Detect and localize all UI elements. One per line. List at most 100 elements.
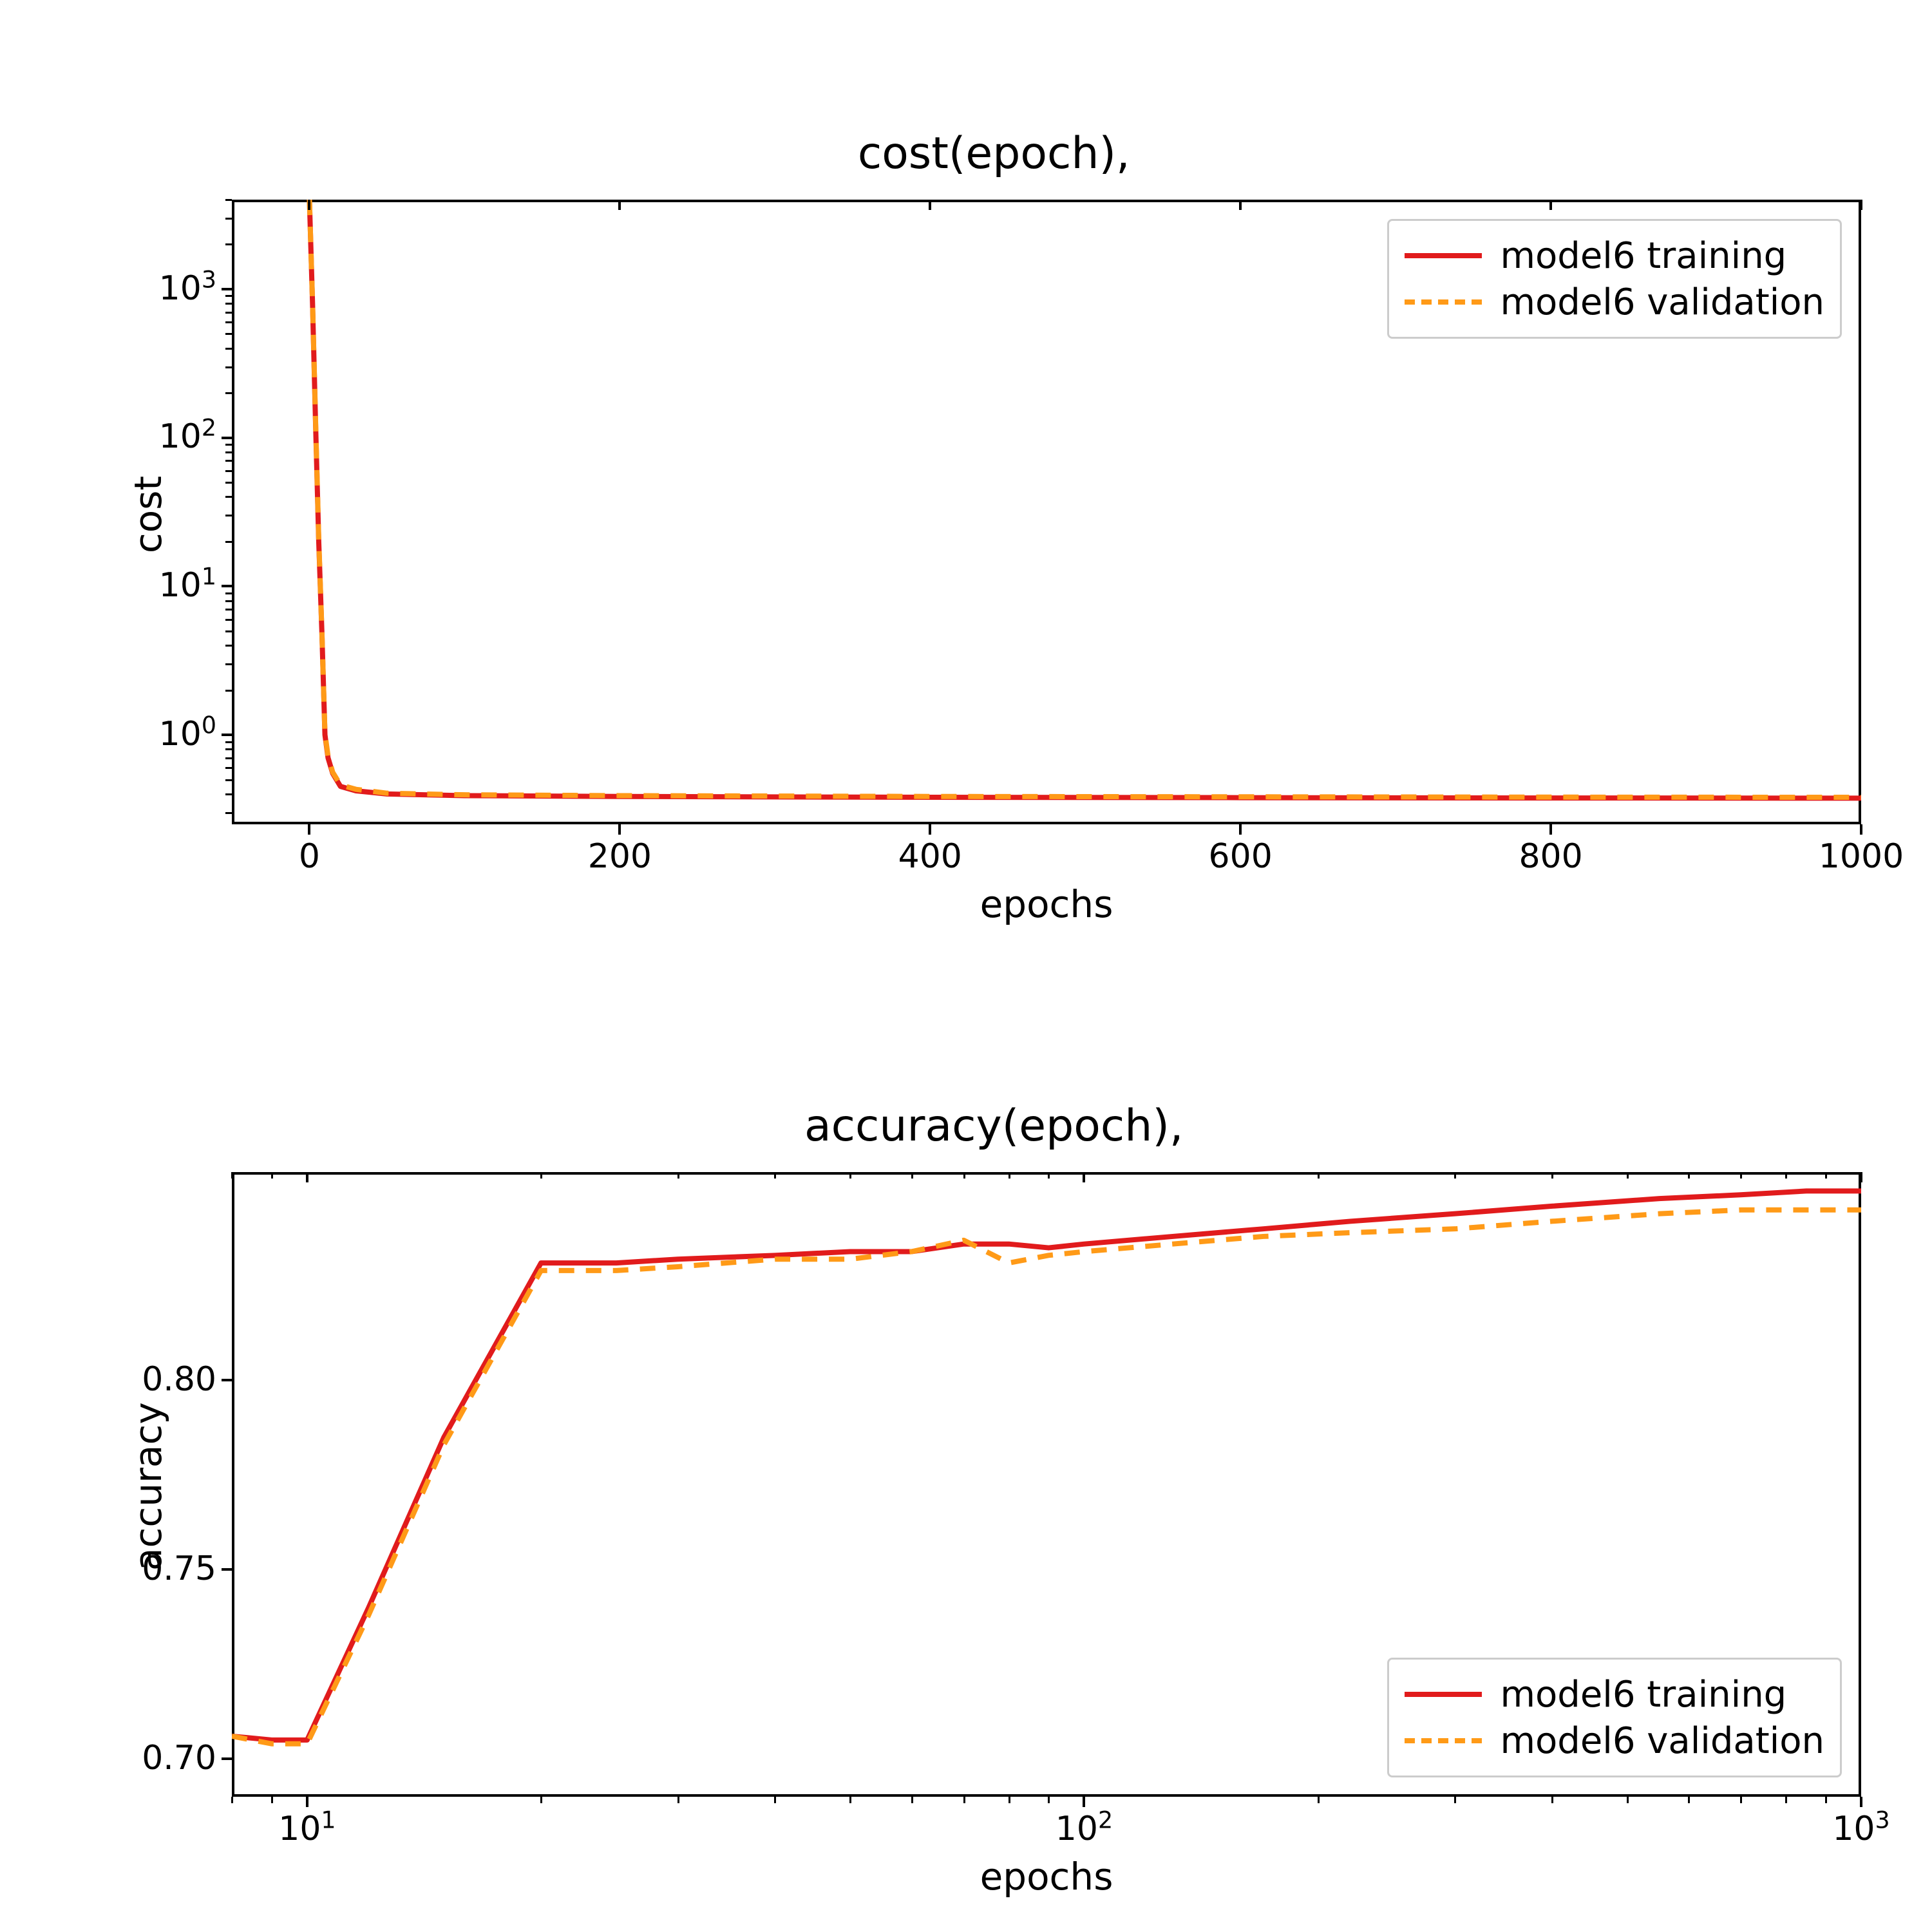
ytick-mark: [222, 288, 232, 290]
xtick-minor: [1551, 1797, 1553, 1803]
legend-label: model6 training: [1500, 1674, 1786, 1716]
ytick-minor: [225, 630, 232, 632]
xtick-mark: [1083, 1797, 1085, 1807]
xtick-label: 800: [1499, 837, 1602, 876]
xtick-label: 102: [1032, 1810, 1135, 1848]
xtick-mark-top: [1083, 1172, 1085, 1182]
ytick-minor: [225, 793, 232, 795]
xtick-minor: [1627, 1172, 1629, 1179]
legend-label: model6 validation: [1500, 1720, 1824, 1762]
figure: cost(epoch), batch_size=64, epochs=1000 …: [0, 0, 1932, 1932]
ytick-minor: [225, 748, 232, 750]
ytick-mark: [222, 1379, 232, 1381]
ytick-minor: [225, 444, 232, 446]
ytick-minor: [225, 812, 232, 814]
ytick-label: 0.75: [142, 1549, 216, 1588]
legend-swatch: [1405, 1738, 1482, 1743]
xtick-minor: [774, 1172, 776, 1179]
xtick-minor: [231, 1172, 233, 1179]
ytick-minor: [225, 496, 232, 498]
ytick-minor: [225, 366, 232, 368]
ytick-mark: [222, 437, 232, 439]
ytick-label: 0.80: [142, 1360, 216, 1399]
ytick-minor: [225, 619, 232, 621]
xtick-minor: [1688, 1172, 1690, 1179]
xtick-mark: [929, 824, 931, 835]
xtick-mark-top: [1239, 200, 1242, 210]
ytick-minor: [225, 663, 232, 665]
ytick-minor: [225, 515, 232, 516]
xtick-minor: [1785, 1172, 1787, 1179]
ytick-minor: [225, 392, 232, 394]
xtick-minor: [849, 1797, 851, 1803]
legend-entry: model6 training: [1405, 1671, 1824, 1718]
xtick-label: 200: [568, 837, 671, 876]
ytick-label: 103: [159, 269, 216, 308]
panel2-xlabel: epochs: [232, 1855, 1861, 1899]
ytick-minor: [225, 451, 232, 453]
xtick-label: 101: [256, 1810, 359, 1848]
xtick-minor: [677, 1797, 679, 1803]
xtick-minor: [540, 1797, 542, 1803]
ytick-minor: [225, 690, 232, 692]
ytick-minor: [225, 295, 232, 297]
ytick-minor: [225, 243, 232, 245]
xtick-minor: [1740, 1797, 1742, 1803]
xtick-minor: [1454, 1797, 1456, 1803]
ytick-label: 0.70: [142, 1739, 216, 1777]
xtick-minor: [1785, 1797, 1787, 1803]
ytick-mark: [222, 1757, 232, 1760]
ytick-minor: [225, 312, 232, 314]
legend-entry: model6 validation: [1405, 1718, 1824, 1764]
xtick-minor: [271, 1172, 273, 1179]
ytick-minor: [225, 645, 232, 647]
ytick-minor: [225, 218, 232, 220]
xtick-minor: [1688, 1797, 1690, 1803]
ytick-minor: [225, 592, 232, 594]
xtick-minor: [1009, 1172, 1010, 1179]
ytick-minor: [225, 757, 232, 759]
xtick-minor: [271, 1797, 273, 1803]
ytick-minor: [225, 600, 232, 602]
xtick-minor: [1454, 1172, 1456, 1179]
ytick-minor: [225, 741, 232, 743]
xtick-mark-top: [308, 200, 310, 210]
xtick-minor: [774, 1797, 776, 1803]
xtick-minor: [911, 1797, 913, 1803]
legend-swatch: [1405, 1692, 1482, 1697]
xtick-mark-top: [618, 200, 621, 210]
ytick-minor: [225, 482, 232, 484]
ytick-label: 102: [159, 417, 216, 456]
xtick-label: 0: [258, 837, 361, 876]
ytick-minor: [225, 303, 232, 305]
xtick-minor: [963, 1797, 965, 1803]
xtick-minor: [231, 1797, 233, 1803]
xtick-minor: [1551, 1172, 1553, 1179]
xtick-mark-top: [929, 200, 931, 210]
xtick-minor: [1009, 1797, 1010, 1803]
xtick-mark: [308, 824, 310, 835]
xtick-minor: [1318, 1797, 1320, 1803]
ytick-minor: [225, 779, 232, 781]
xtick-minor: [911, 1172, 913, 1179]
ytick-minor: [225, 321, 232, 323]
panel2-legend: model6 trainingmodel6 validation: [1387, 1658, 1842, 1777]
ytick-minor: [225, 333, 232, 335]
xtick-mark-top: [306, 1172, 308, 1182]
ytick-label: 100: [159, 715, 216, 753]
ytick-minor: [225, 541, 232, 543]
xtick-mark-top: [1860, 200, 1862, 210]
xtick-mark: [1860, 824, 1862, 835]
xtick-minor: [1318, 1172, 1320, 1179]
xtick-minor: [677, 1172, 679, 1179]
ytick-minor: [225, 199, 232, 201]
ytick-minor: [225, 460, 232, 462]
xtick-label: 600: [1189, 837, 1292, 876]
ytick-mark: [222, 734, 232, 736]
xtick-label: 1000: [1810, 837, 1913, 876]
xtick-label: 103: [1810, 1810, 1913, 1848]
xtick-label: 400: [878, 837, 981, 876]
xtick-minor: [1825, 1797, 1827, 1803]
ytick-minor: [225, 470, 232, 472]
xtick-mark: [1239, 824, 1242, 835]
